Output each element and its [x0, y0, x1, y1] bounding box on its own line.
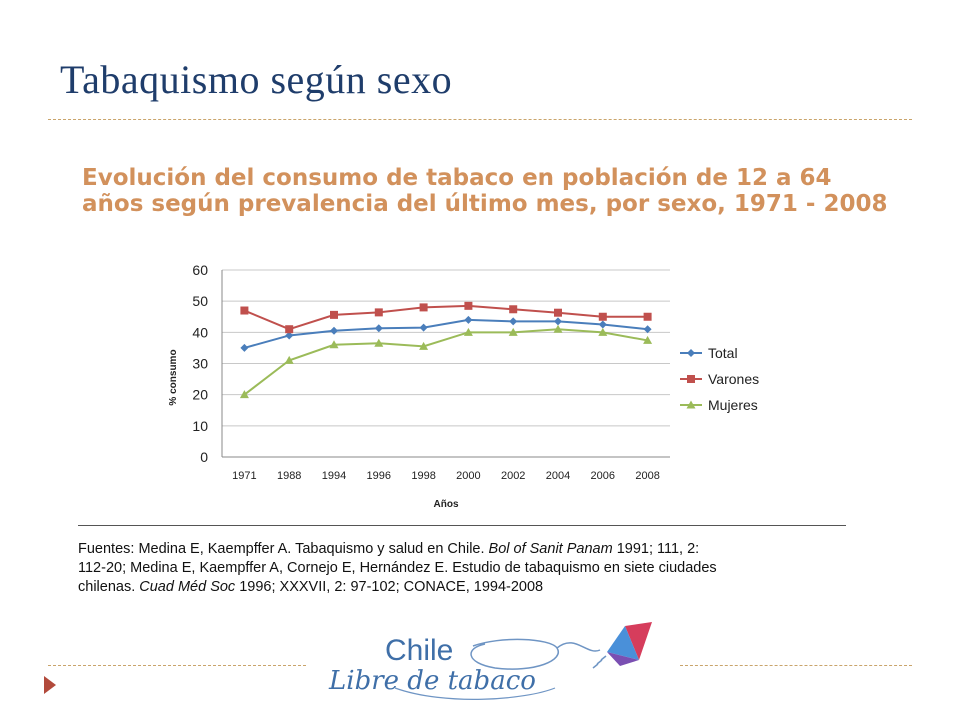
data-point-total: [509, 317, 518, 326]
chile-libre-de-tabaco-logo: Chile Libre de tabaco: [325, 618, 665, 718]
chart-gridlines: [222, 269, 670, 427]
data-point-varones: [374, 308, 383, 317]
chart-series: [239, 301, 653, 399]
data-point-varones: [330, 310, 338, 319]
slide-bullet-triangle-icon: [44, 676, 56, 694]
legend-label-varones: Varones: [708, 371, 759, 387]
line-chart: 0 10 20 30 40 50 60 1971 1988 1994 1996 1998 2000 200…: [168, 262, 759, 510]
bottom-dashed-divider-left: [48, 665, 306, 666]
sources-line-1: Fuentes: Medina E, Kaempffer A. Tabaquis…: [78, 540, 868, 559]
chart-title-line-1: Evolución del consumo de tabaco en pobla…: [82, 165, 832, 191]
chart-title: Evolución del consumo de tabaco en pobla…: [82, 165, 888, 217]
data-point-total: [285, 331, 294, 340]
data-point-total: [419, 323, 428, 332]
legend-marker-total: [687, 349, 695, 357]
sources-line-1-suffix: 1991; 111, 2:: [612, 541, 700, 557]
chart-legend: Total Varones Mujeres: [680, 345, 759, 413]
data-point-varones: [554, 308, 562, 317]
y-tick-label: 30: [192, 356, 208, 372]
data-point-mujeres: [643, 335, 653, 344]
x-tick-label: 2004: [546, 470, 570, 482]
y-tick-label: 20: [192, 387, 208, 403]
x-tick-label: 2008: [635, 470, 659, 482]
data-point-varones: [240, 306, 249, 315]
sources-divider: [78, 525, 846, 526]
x-tick-label: 1996: [367, 470, 391, 482]
bottom-dashed-divider-right: [680, 665, 912, 666]
y-axis-label: % consumo: [168, 349, 179, 405]
data-point-mujeres: [239, 390, 249, 399]
data-point-total: [598, 320, 607, 329]
y-tick-label: 60: [192, 262, 208, 278]
data-point-mujeres: [329, 340, 339, 349]
x-tick-label: 2002: [501, 470, 525, 482]
sources-line-2: 112-20; Medina E, Kaempffer A, Cornejo E…: [78, 560, 717, 576]
y-tick-label: 10: [192, 418, 208, 434]
data-point-varones: [419, 303, 428, 312]
legend-label-total: Total: [708, 345, 738, 361]
x-tick-label: 1998: [411, 470, 435, 482]
data-point-total: [464, 315, 473, 324]
data-point-total: [643, 325, 652, 334]
data-point-total: [240, 343, 249, 352]
y-tick-label: 0: [200, 449, 208, 465]
logo-text-chile: Chile: [385, 634, 454, 667]
series-line-varones: [244, 304, 648, 331]
data-point-mujeres: [463, 327, 473, 336]
sources-line-3: chilenas. Cuad Méd Soc 1996; XXXVII, 2: …: [78, 578, 868, 597]
x-tick-label: 1971: [232, 470, 256, 482]
legend-label-mujeres: Mujeres: [708, 397, 758, 413]
data-point-varones: [509, 305, 518, 314]
legend-marker-varones: [687, 375, 695, 383]
logo-text-libre-de-tabaco: Libre de tabaco: [329, 666, 536, 696]
data-point-total: [330, 326, 338, 335]
data-point-varones: [643, 312, 652, 321]
series-line-mujeres: [243, 328, 648, 396]
sources-line-1-journal: Bol of Sanit Panam: [488, 541, 613, 557]
y-tick-label: 40: [192, 324, 208, 340]
legend-marker-mujeres: [686, 400, 696, 409]
data-point-varones: [285, 325, 294, 334]
chart-axes: 0 10 20 30 40 50 60 1971 1988 1994 1996 1998 2000 200…: [168, 262, 670, 510]
slide-title: Tabaquismo según sexo: [60, 57, 453, 102]
x-tick-label: 1988: [277, 470, 301, 482]
data-point-total: [374, 324, 383, 333]
x-tick-label: 1994: [322, 470, 346, 482]
data-point-mujeres: [508, 327, 518, 336]
sources-line-3-prefix: chilenas.: [78, 579, 140, 595]
x-tick-label: 2006: [591, 470, 615, 482]
data-point-mujeres: [598, 327, 608, 336]
data-point-mujeres: [419, 341, 429, 350]
data-point-varones: [464, 301, 473, 310]
data-point-mujeres: [553, 324, 563, 333]
series-line-total: [244, 318, 648, 349]
sources-line-3-journal: Cuad Méd Soc: [139, 579, 236, 595]
top-dashed-divider: [48, 119, 912, 120]
y-tick-label: 50: [192, 293, 208, 309]
data-point-varones: [598, 312, 607, 321]
data-point-mujeres: [284, 355, 294, 364]
x-axis-label: Años: [434, 499, 459, 510]
data-point-mujeres: [374, 338, 384, 347]
sources-line-3-suffix: 1996; XXXVII, 2: 97-102; CONACE, 1994-20…: [235, 579, 544, 595]
chart-title-line-2: años según prevalencia del último mes, p…: [82, 191, 888, 217]
data-point-total: [554, 317, 562, 326]
sources-line-1-prefix: Fuentes: Medina E, Kaempffer A. Tabaquis…: [78, 541, 489, 557]
sources-text: Fuentes: Medina E, Kaempffer A. Tabaquis…: [78, 540, 868, 597]
kite-logo-icon: [394, 622, 652, 700]
x-tick-label: 2000: [456, 470, 480, 482]
